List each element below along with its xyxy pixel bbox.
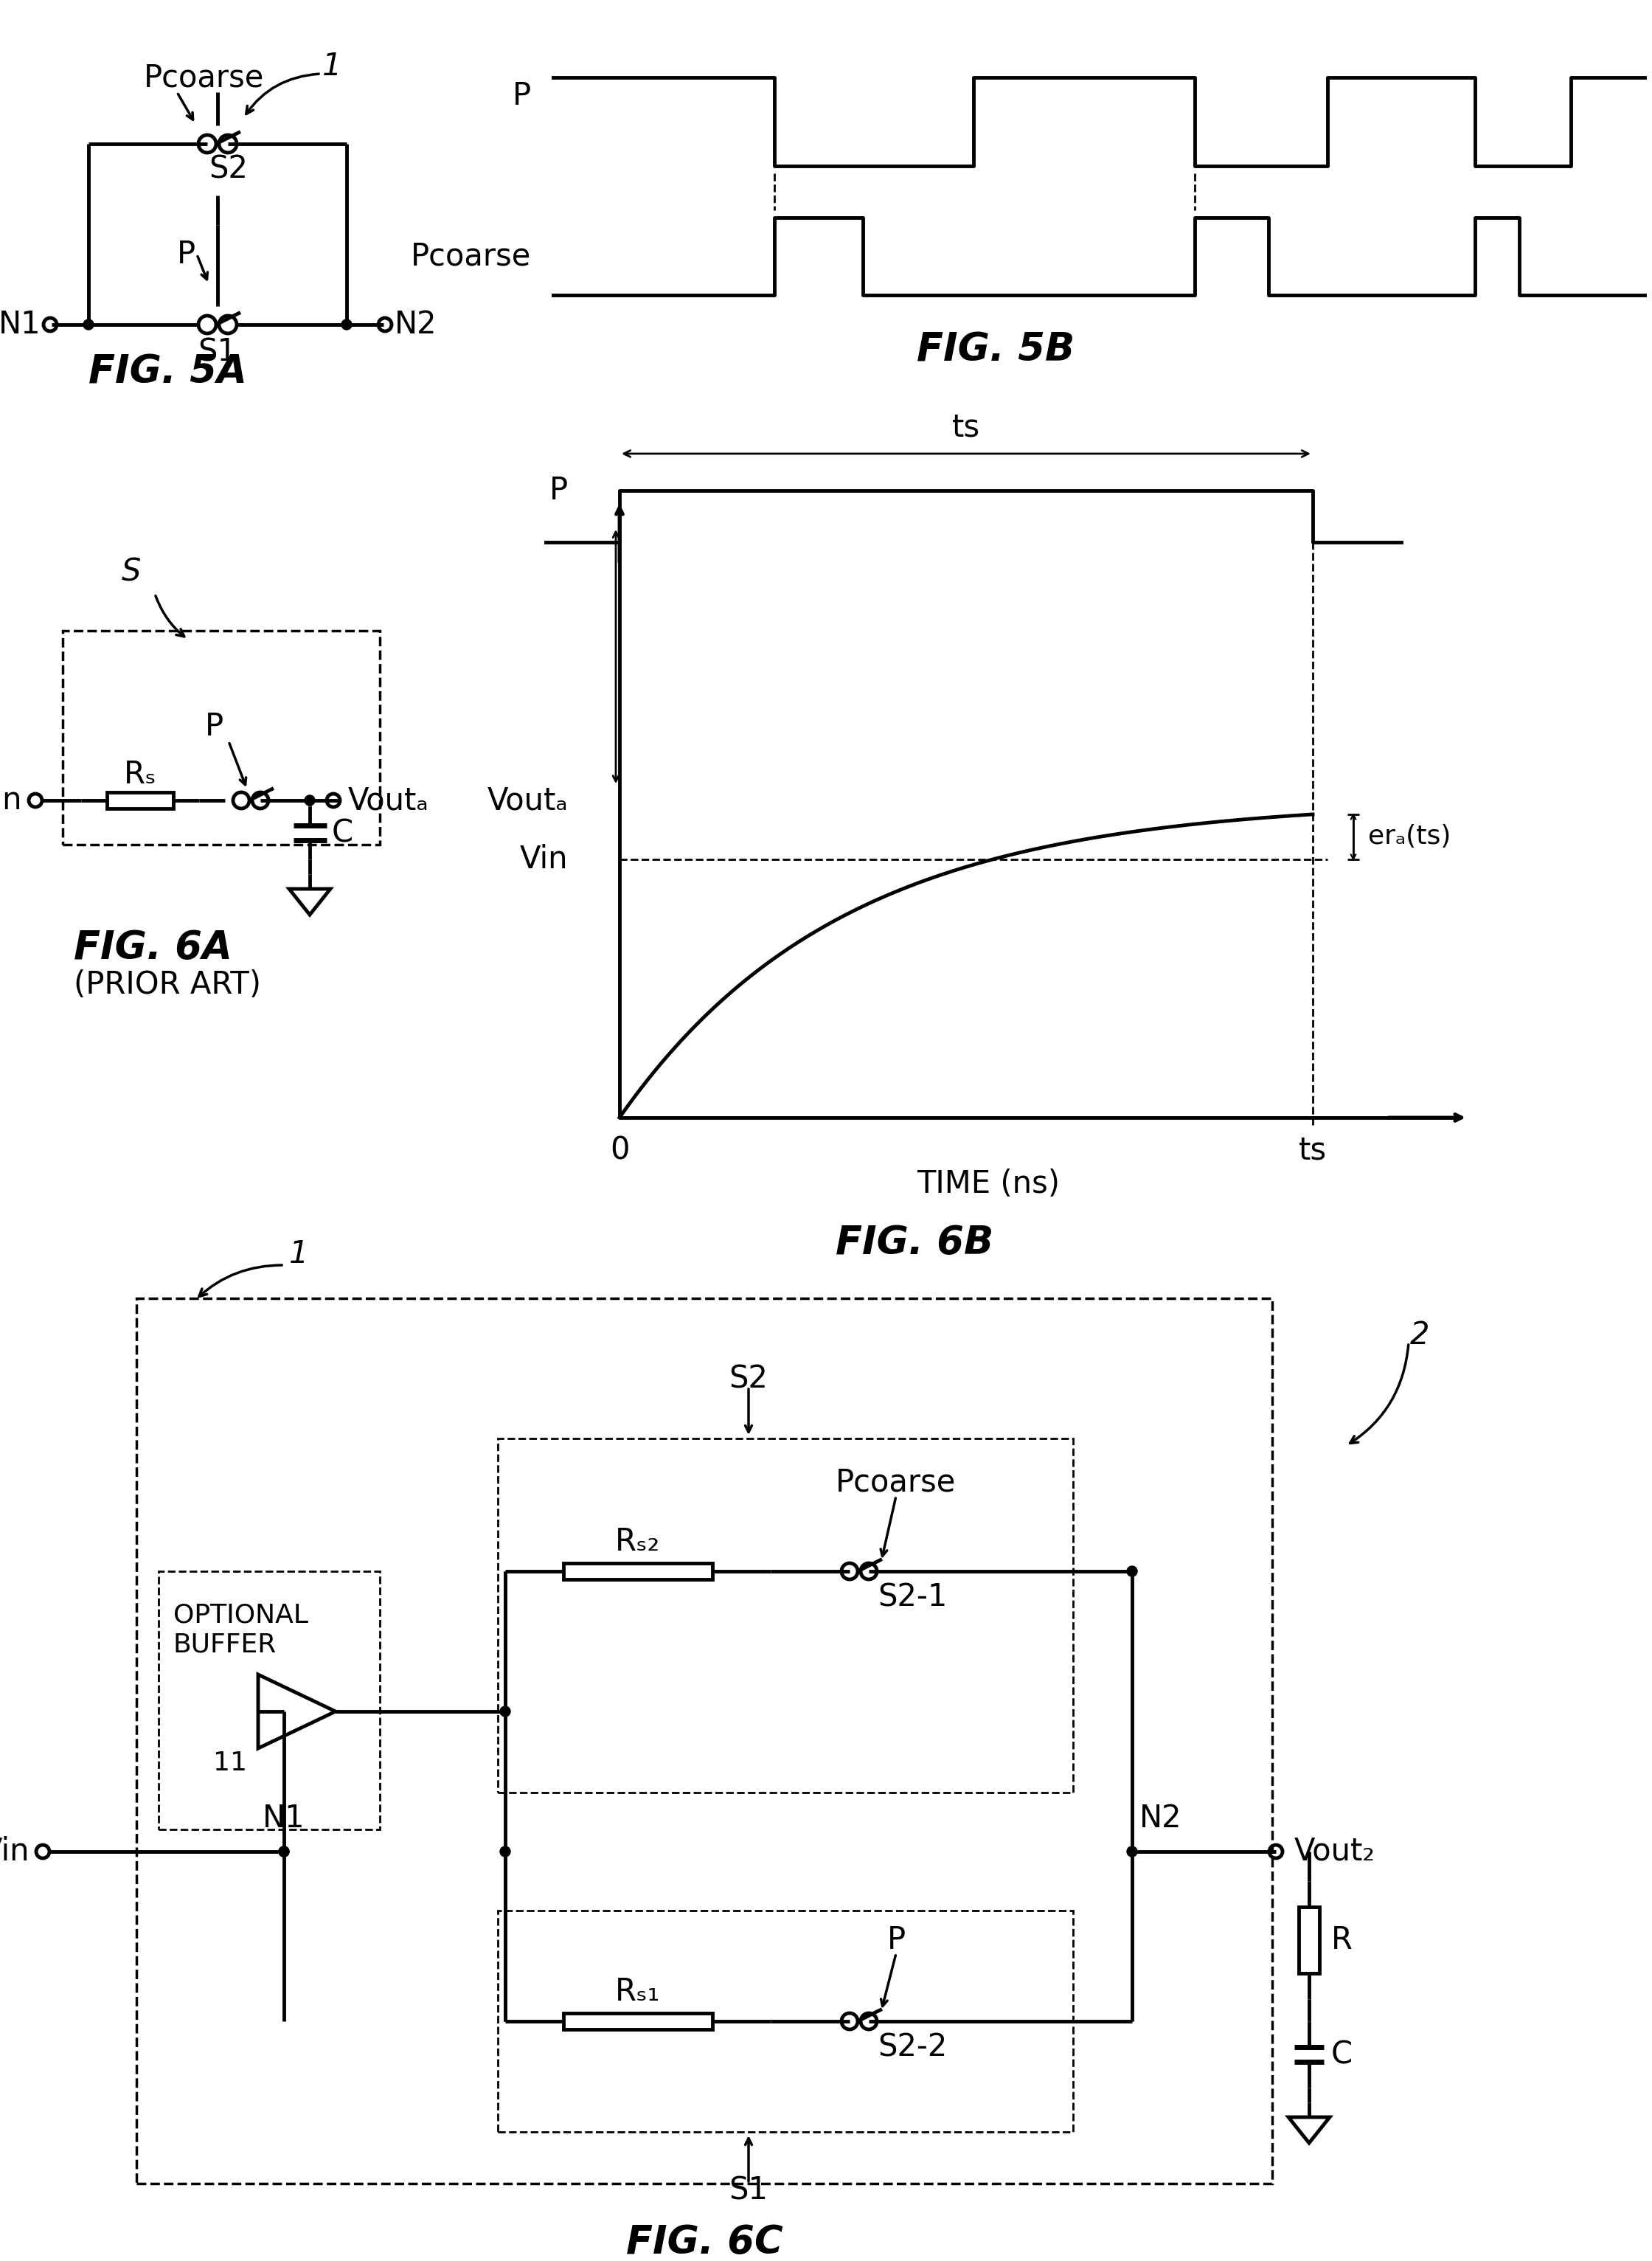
Text: 11: 11: [213, 1750, 248, 1775]
Circle shape: [304, 796, 316, 805]
Text: ts: ts: [952, 412, 980, 443]
Text: FIG. 6B: FIG. 6B: [836, 1223, 993, 1262]
Text: TIME (ns): TIME (ns): [917, 1169, 1061, 1201]
Bar: [107, 791, 173, 809]
Circle shape: [342, 319, 352, 330]
Circle shape: [501, 1847, 510, 1856]
Circle shape: [501, 1707, 510, 1716]
Text: FIG. 6C: FIG. 6C: [626, 2223, 783, 2261]
Text: S2-1: S2-1: [877, 1583, 947, 1612]
Text: N2: N2: [1140, 1802, 1181, 1834]
Text: S1: S1: [198, 337, 238, 369]
Bar: [1298, 1906, 1320, 1974]
Text: N1: N1: [263, 1802, 306, 1834]
Text: Pcoarse: Pcoarse: [410, 242, 530, 271]
Circle shape: [1127, 1847, 1137, 1856]
Text: Vin: Vin: [0, 1836, 30, 1868]
Text: 1: 1: [322, 52, 342, 81]
Text: erₐ(ts): erₐ(ts): [1368, 825, 1450, 850]
Circle shape: [1127, 1567, 1137, 1576]
Text: N1: N1: [0, 310, 41, 339]
Text: 1: 1: [289, 1239, 309, 1271]
Text: P: P: [177, 240, 195, 269]
Text: Rₛ: Rₛ: [124, 760, 157, 789]
Text: FIG. 5B: FIG. 5B: [917, 330, 1075, 369]
Circle shape: [83, 319, 94, 330]
Bar: [563, 2012, 712, 2030]
Text: ts: ts: [1298, 1135, 1327, 1167]
Bar: [137, 1298, 1272, 2184]
Bar: [159, 1571, 380, 1829]
Text: Voutₐ: Voutₐ: [487, 785, 568, 816]
Text: N2: N2: [395, 310, 438, 339]
Text: 2: 2: [1409, 1320, 1429, 1350]
Text: P: P: [550, 475, 568, 506]
Bar: [497, 1438, 1074, 1793]
Text: FIG. 6A: FIG. 6A: [74, 929, 233, 968]
Text: S: S: [122, 556, 140, 588]
Text: S2: S2: [210, 154, 248, 185]
Text: S2: S2: [729, 1363, 768, 1395]
Text: Rₛ₂: Rₛ₂: [615, 1526, 661, 1558]
Text: Pcoarse: Pcoarse: [144, 61, 264, 93]
Text: OPTIONAL: OPTIONAL: [173, 1603, 309, 1628]
Text: R: R: [1332, 1924, 1353, 1956]
Text: FIG. 5A: FIG. 5A: [89, 353, 246, 391]
Text: Vin: Vin: [0, 785, 21, 816]
Bar: [497, 1911, 1074, 2132]
Text: C: C: [1332, 2039, 1353, 2069]
Text: Vin: Vin: [520, 843, 568, 875]
Text: P: P: [205, 712, 223, 742]
Text: S2-2: S2-2: [877, 2033, 947, 2062]
Circle shape: [279, 1847, 289, 1856]
Text: (PRIOR ART): (PRIOR ART): [74, 970, 261, 999]
Text: Pcoarse: Pcoarse: [836, 1467, 957, 1499]
Text: Vout₂: Vout₂: [1294, 1836, 1376, 1868]
Circle shape: [279, 1847, 289, 1856]
Text: S1: S1: [729, 2175, 768, 2207]
Bar: [563, 1562, 712, 1580]
Text: C: C: [332, 818, 354, 848]
Text: Rₛ₁: Rₛ₁: [615, 1976, 661, 2008]
Bar: [63, 631, 380, 846]
Text: P: P: [512, 81, 530, 111]
Text: 0: 0: [610, 1135, 629, 1167]
Text: BUFFER: BUFFER: [173, 1632, 278, 1657]
Text: Voutₐ: Voutₐ: [349, 785, 430, 816]
Text: P: P: [887, 1924, 905, 1956]
